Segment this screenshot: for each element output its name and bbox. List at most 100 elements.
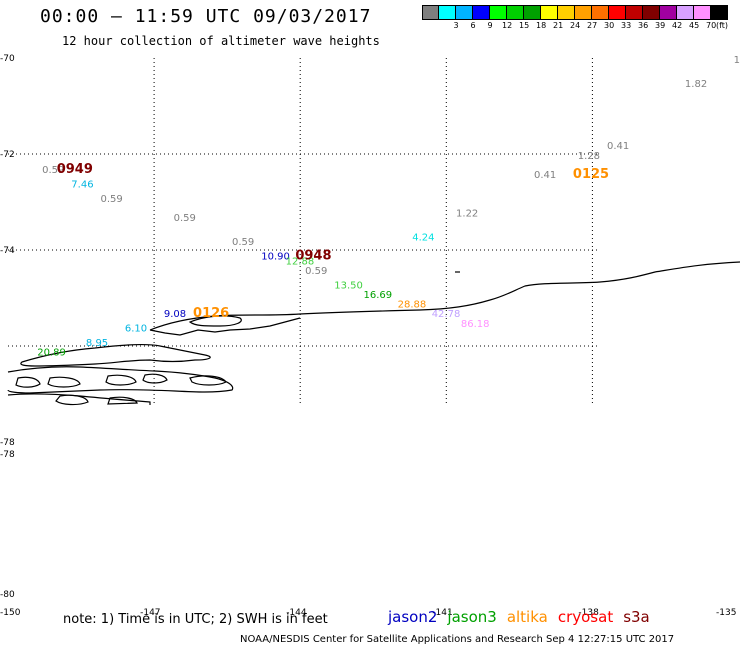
wave-height-value: 9.08 [164,309,186,320]
color-scale-swatch [575,5,592,20]
coastline-segment [142,373,168,384]
wave-height-value: 12.88 [286,256,315,267]
map-subtitle: 12 hour collection of altimeter wave hei… [62,34,380,48]
color-scale-swatch [609,5,626,20]
color-scale-swatch [456,5,473,20]
map-title: 00:00 – 11:59 UTC 09/03/2017 [40,6,372,27]
wave-height-value: 0.59 [305,266,327,277]
color-scale-swatch [592,5,609,20]
wave-height-color-scale: 3 6 9 12 15 18 21 24 27 30 33 36 39 42 45 70 (ft) [422,5,728,32]
color-scale-swatch [643,5,660,20]
latitude-label: -78 [0,438,15,448]
wave-height-value: 16.69 [364,290,393,301]
color-scale-label: 9 [487,21,493,30]
coastline-segment [149,317,301,336]
satellite-legend-entry: altika [506,608,548,626]
credit-line: NOAA/NESDIS Center for Satellite Applica… [240,634,675,645]
wave-height-value: 0.59 [42,165,64,176]
wave-height-observations: 1.31 1.82 0.41 1.28 0.41 1.22 0.59 7.46 0.59 0.59… [37,55,740,359]
color-scale-label: 6 [470,21,476,30]
longitude-label: -138 [578,608,599,618]
color-scale-swatch [439,5,456,20]
longitude-label: -150 [0,608,21,618]
satellite-legend-entry: jason2 [388,608,438,626]
color-scale-swatch [541,5,558,20]
wave-height-value: 6.10 [125,324,147,335]
color-scale-swatch [507,5,524,20]
wave-height-value: 0.59 [174,213,196,224]
units-note: note: 1) Time is in UTC; 2) SWH is in fe… [63,612,328,627]
color-scale-label: 27 [587,21,598,30]
color-scale-swatch [524,5,541,20]
pass-time-label: 0948 [295,249,331,264]
longitude-label: -135 [716,608,736,618]
wave-height-value: 1.82 [685,79,707,90]
latitude-label: -74 [0,246,15,256]
wave-height-value: 0.41 [534,170,556,181]
color-scale-label: 30 [604,21,615,30]
wave-height-value: 20.89 [37,348,66,359]
color-scale-swatch [558,5,575,20]
satellite-legend-entry: jason3 [447,608,497,626]
wave-height-value: 8.95 [86,338,108,349]
pass-time-label: 0125 [573,167,609,182]
coastline-segment [55,394,89,406]
color-scale-label: 42 [672,21,683,30]
color-scale-labels: 3 6 9 12 15 18 21 24 27 30 33 36 39 42 45 70 (ft) [422,20,729,32]
color-scale-swatch [473,5,490,20]
wave-height-value: 10.90 [261,252,290,263]
coastline-segment [7,366,234,394]
wave-height-value: 0.41 [607,141,629,152]
wave-height-value: 7.46 [71,180,93,191]
color-scale-label: 24 [570,21,581,30]
wave-height-value: 1.31 [734,55,740,66]
satellite-legend-entry: cryosat [557,608,614,626]
color-scale-label: 33 [621,21,632,30]
color-scale-swatch [422,5,439,20]
coastline-segment [188,315,242,327]
color-scale-label: 15 [519,21,530,30]
coastline-segment [105,374,137,386]
coastline-segment [20,343,211,367]
color-scale-swatch [490,5,507,20]
color-scale-label: 45 [689,21,700,30]
color-scale-label: 21 [553,21,564,30]
pass-time-labels: 0949 0948 0125 0126 [57,162,609,321]
latitude-label: -70 [0,54,15,64]
longitude-label: -141 [432,608,452,618]
color-scale-label: 36 [638,21,649,30]
wave-height-value: 1.28 [578,151,600,162]
graticule [8,58,598,405]
longitude-label: -144 [286,608,307,618]
wave-height-value: 28.88 [398,300,427,311]
wave-height-value: 1.22 [456,208,478,219]
coastline-segment [15,376,41,388]
pass-time-label: 0949 [57,162,93,177]
color-scale-swatch [711,5,728,20]
satellite-legend: jason2 jason3 altika cryosat s3a [388,608,660,626]
coastline-segment [149,261,740,331]
color-scale-label: 70 [706,21,717,30]
wave-height-value: 13.50 [334,280,363,291]
coastline [7,261,740,406]
satellite-legend-entry: s3a [623,608,650,626]
wave-height-value: 42.78 [432,309,461,320]
coastline-segment [189,375,227,386]
color-scale-swatch [626,5,643,20]
color-scale-swatches [422,5,728,20]
wave-height-value: 0.59 [101,194,123,205]
wave-height-value: 86.18 [461,319,490,330]
color-scale-label: 39 [655,21,666,30]
color-scale-swatch [677,5,694,20]
coastline-segment [107,396,138,405]
latitude-label: -80 [0,590,15,600]
pass-time-label: 0126 [193,306,229,321]
wave-height-value: 0.59 [232,237,254,248]
latitude-label: -72 [0,150,15,160]
color-scale-swatch [660,5,677,20]
longitude-label: -147 [140,608,160,618]
coastline-segment [47,376,81,388]
wave-height-value: 4.24 [412,232,434,243]
